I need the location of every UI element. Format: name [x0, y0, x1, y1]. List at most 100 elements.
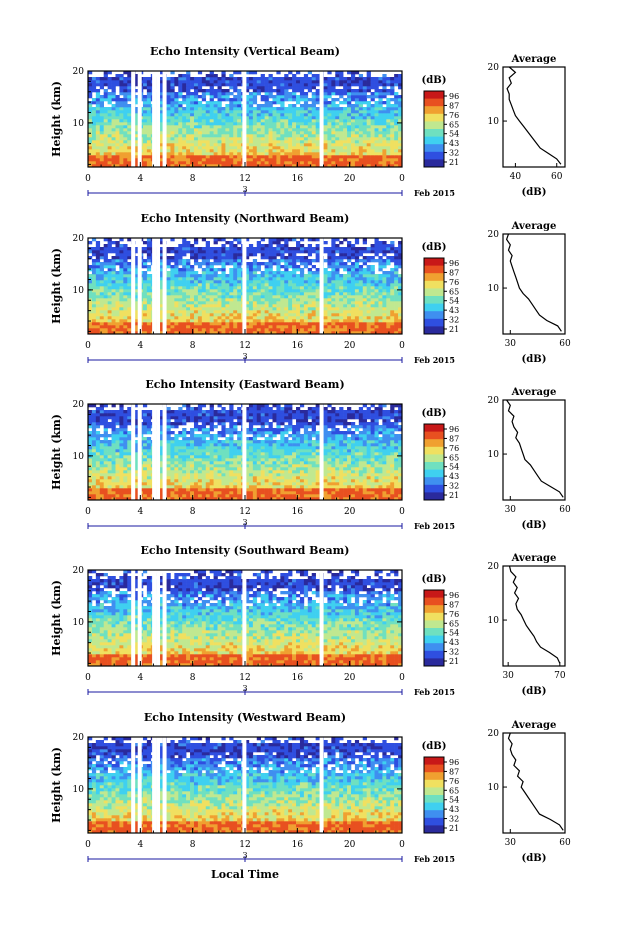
heatmap-cell: [288, 331, 293, 335]
heatmap-cell: [354, 98, 360, 102]
heatmap-cell: [217, 77, 222, 81]
heatmap-cell: [292, 155, 297, 159]
heatmap-cell: [201, 259, 207, 263]
heatmap-cell: [299, 89, 305, 93]
heatmap-cell: [398, 137, 403, 141]
heatmap-cell: [382, 137, 387, 141]
heatmap-cell: [350, 268, 356, 272]
heatmap-cell: [193, 262, 199, 266]
heatmap-cell: [276, 164, 281, 168]
heatmap-cell: [115, 164, 120, 168]
heatmap-cell: [193, 241, 199, 245]
heatmap-cell: [229, 307, 234, 311]
heatmap-cell: [193, 80, 199, 84]
heatmap-cell: [331, 271, 336, 275]
heatmap-cell: [296, 80, 301, 84]
heatmap-cell: [170, 238, 175, 242]
heatmap-cell: [272, 95, 277, 99]
heatmap-cell: [170, 131, 175, 135]
heatmap-cell: [296, 140, 301, 144]
heatmap-cell: [331, 319, 336, 323]
heatmap-cell: [339, 137, 344, 141]
heatmap-cell: [127, 143, 132, 147]
heatmap-cell: [343, 89, 348, 93]
heatmap-cell: [209, 331, 214, 335]
heatmap-cell: [331, 122, 336, 126]
heatmap-cell: [268, 113, 273, 117]
heatmap-cell: [221, 98, 226, 102]
heatmap-cell: [178, 313, 183, 317]
heatmap-cell: [323, 310, 328, 314]
heatmap-cell: [292, 289, 297, 293]
heatmap-cell: [288, 256, 293, 260]
heatmap-cell: [158, 110, 163, 114]
colorbar-segment: [424, 258, 444, 267]
heatmap-cell: [95, 268, 101, 272]
heatmap-cell: [103, 125, 108, 129]
heatmap-cell: [146, 158, 152, 162]
heatmap-cell: [398, 155, 403, 159]
heatmap-cell: [327, 298, 332, 302]
heatmap-cell: [146, 295, 152, 299]
heatmap-cell: [221, 331, 226, 335]
heatmap-cell: [366, 110, 371, 114]
heatmap-cell: [111, 247, 116, 251]
heatmap-cell: [339, 265, 344, 269]
heatmap-cell: [197, 86, 203, 90]
heatmap-cell: [103, 116, 108, 120]
heatmap-cell: [225, 280, 230, 284]
heatmap-cell: [362, 280, 367, 284]
heatmap-cell: [99, 256, 104, 260]
heatmap-cell: [237, 128, 242, 132]
heatmap-cell: [331, 140, 336, 144]
heatmap-cell: [95, 107, 101, 111]
heatmap-cell: [264, 316, 269, 320]
heatmap-cell: [398, 307, 403, 311]
heatmap-cell: [358, 140, 364, 144]
heatmap-cell: [229, 298, 234, 302]
heatmap-cell: [327, 122, 332, 126]
heatmap-cell: [354, 140, 360, 144]
heatmap-cell: [229, 253, 234, 257]
heatmap-cell: [178, 253, 183, 257]
heatmap-cell: [284, 325, 289, 329]
heatmap-cell: [362, 164, 367, 168]
heatmap-cell: [264, 295, 269, 299]
heatmap-cell: [107, 241, 112, 245]
heatmap-cell: [142, 155, 148, 159]
heatmap-cell: [276, 304, 281, 308]
heatmap-cell: [296, 301, 301, 305]
heatmap-cell: [248, 149, 254, 153]
heatmap-cell: [205, 241, 210, 245]
heatmap-cell: [135, 274, 140, 278]
data-gap: [319, 71, 324, 167]
heatmap-cell: [276, 313, 281, 317]
heatmap-cell: [374, 113, 379, 117]
heatmap-cell: [115, 77, 120, 81]
heatmap-cell: [296, 259, 301, 263]
heatmap-cell: [99, 268, 104, 272]
heatmap-cell: [350, 161, 356, 165]
heatmap-cell: [190, 328, 195, 332]
heatmap-cell: [99, 143, 104, 147]
heatmap-cell: [398, 101, 403, 105]
heatmap-cell: [292, 134, 297, 138]
heatmap-cell: [323, 316, 328, 320]
heatmap-cell: [91, 134, 97, 138]
heatmap-cell: [350, 89, 356, 93]
heatmap-cell: [264, 497, 269, 501]
heatmap-cell: [256, 140, 261, 144]
heatmap-cell: [91, 289, 97, 293]
heatmap-cell: [335, 310, 340, 314]
heatmap-cell: [343, 280, 348, 284]
heatmap-cell: [193, 310, 199, 314]
heatmap-cell: [170, 161, 175, 165]
heatmap-cell: [119, 143, 124, 147]
heatmap-cell: [158, 286, 163, 290]
heatmap-cell: [382, 146, 387, 150]
heatmap-cell: [205, 89, 210, 93]
heatmap-cell: [358, 286, 364, 290]
heatmap-cell: [170, 107, 175, 111]
heatmap-cell: [245, 164, 250, 168]
heatmap-cell: [158, 137, 163, 141]
